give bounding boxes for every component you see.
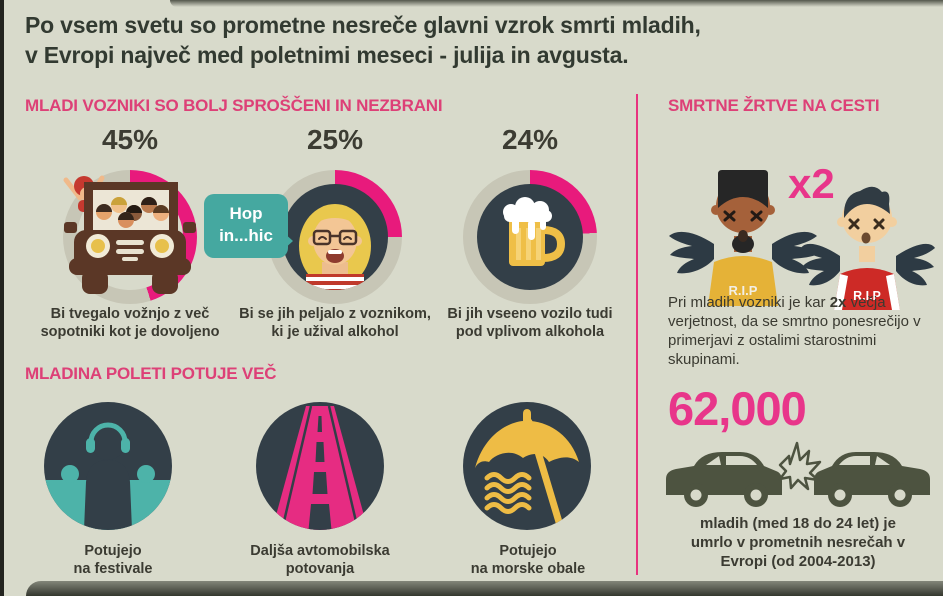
crashing-cars-icon — [666, 441, 930, 507]
title-line-1: Po vsem svetu so prometne nesreče glavni… — [25, 12, 701, 38]
donut-chart-24 — [463, 170, 597, 304]
water-waves — [484, 472, 532, 514]
angel-wing-right — [896, 243, 935, 286]
angel-hair-quiff — [844, 186, 890, 218]
angel-wing-left — [669, 231, 714, 274]
angel-shirt-red — [834, 268, 900, 310]
car-right — [814, 452, 930, 507]
glasses — [312, 229, 332, 246]
dead-angel-left-icon: R.I.P — [669, 170, 817, 306]
beach-circle — [463, 402, 591, 530]
dj-festival-icon — [44, 422, 172, 530]
caption-drunk-driving: Bi jih vseeno vozilo tudi pod vplivom al… — [447, 306, 613, 340]
angel-hair — [718, 170, 768, 208]
beach-umbrella-icon — [475, 409, 579, 526]
section-heading-travel: MLADINA POLETI POTUJE VEČ — [25, 364, 277, 383]
fatalities-paragraph: Pri mladih vozniki je kar 2x večja verje… — [668, 294, 921, 368]
dead-angel-right-icon: R.I.P — [801, 186, 935, 310]
page-title: Po vsem svetu so prometne nesreče glavni… — [25, 10, 745, 70]
caption-road-trips: Daljša avtomobilska potovanja — [250, 543, 390, 577]
car-left — [666, 452, 782, 507]
crash-star — [778, 441, 822, 491]
deaths-number: 62,000 — [668, 382, 807, 435]
x-eyes — [723, 210, 763, 222]
vertical-divider — [636, 94, 638, 575]
top-frame-shadow — [170, 0, 943, 7]
stat-percent-passengers: 45% — [101, 124, 159, 155]
angel-wing-right — [772, 231, 817, 274]
umbrella-canopy — [475, 409, 579, 468]
rip-label-left: R.I.P — [729, 283, 758, 298]
bold-2x: 2x — [829, 294, 847, 311]
long-road-icon — [272, 405, 368, 530]
left-frame-edge — [0, 0, 4, 596]
x-eyes — [848, 218, 885, 230]
drunk-woman-icon — [299, 204, 371, 290]
festival-circle — [44, 402, 172, 530]
angel-shirt-yellow — [708, 256, 778, 306]
title-line-2: v Evropi največ med poletnimi meseci - j… — [25, 42, 629, 68]
dj-body — [84, 460, 132, 530]
road-dashes — [308, 416, 332, 530]
bottom-frame-bar — [26, 581, 943, 596]
section-heading-fatalities: SMRTNE ŽRTVE NA CESTI — [668, 96, 880, 115]
donut-25-hole — [282, 184, 388, 290]
angel-wing-left — [801, 243, 840, 286]
section-heading-young-drivers: MLADI VOZNIKI SO BOLJ SPROŠČENI IN NEZBR… — [25, 96, 443, 115]
speech-bubble: Hop in...hic — [204, 194, 293, 258]
donut-24-hole — [477, 184, 583, 290]
stat-percent-drunk-driving: 24% — [501, 124, 559, 155]
beer-mug-icon — [503, 197, 566, 266]
car-full-of-passengers-icon — [63, 175, 196, 294]
speech-bubble-line-2: in...hic — [219, 226, 273, 245]
headphones — [88, 422, 128, 443]
passenger-faces — [96, 197, 169, 228]
caption-festivals: Potujejo na festivale — [73, 543, 153, 577]
caption-passengers: Bi tvegalo vožnjo z več sopotniki kot je… — [40, 306, 220, 340]
multiplier-label: x2 — [788, 160, 835, 207]
caption-seaside: Potujejo na morske obale — [470, 543, 586, 577]
road-circle — [256, 402, 384, 530]
road — [272, 406, 368, 530]
rip-label-right: R.I.P — [853, 289, 881, 303]
speech-bubble-line-1: Hop — [229, 204, 263, 223]
stat-percent-drunk-driver: 25% — [306, 124, 364, 155]
deaths-caption: mladih (med 18 do 24 let) je umrlo v pro… — [690, 515, 906, 570]
caption-drunk-driver: Bi se jih peljalo z voznikom, ki je uživ… — [239, 306, 431, 340]
